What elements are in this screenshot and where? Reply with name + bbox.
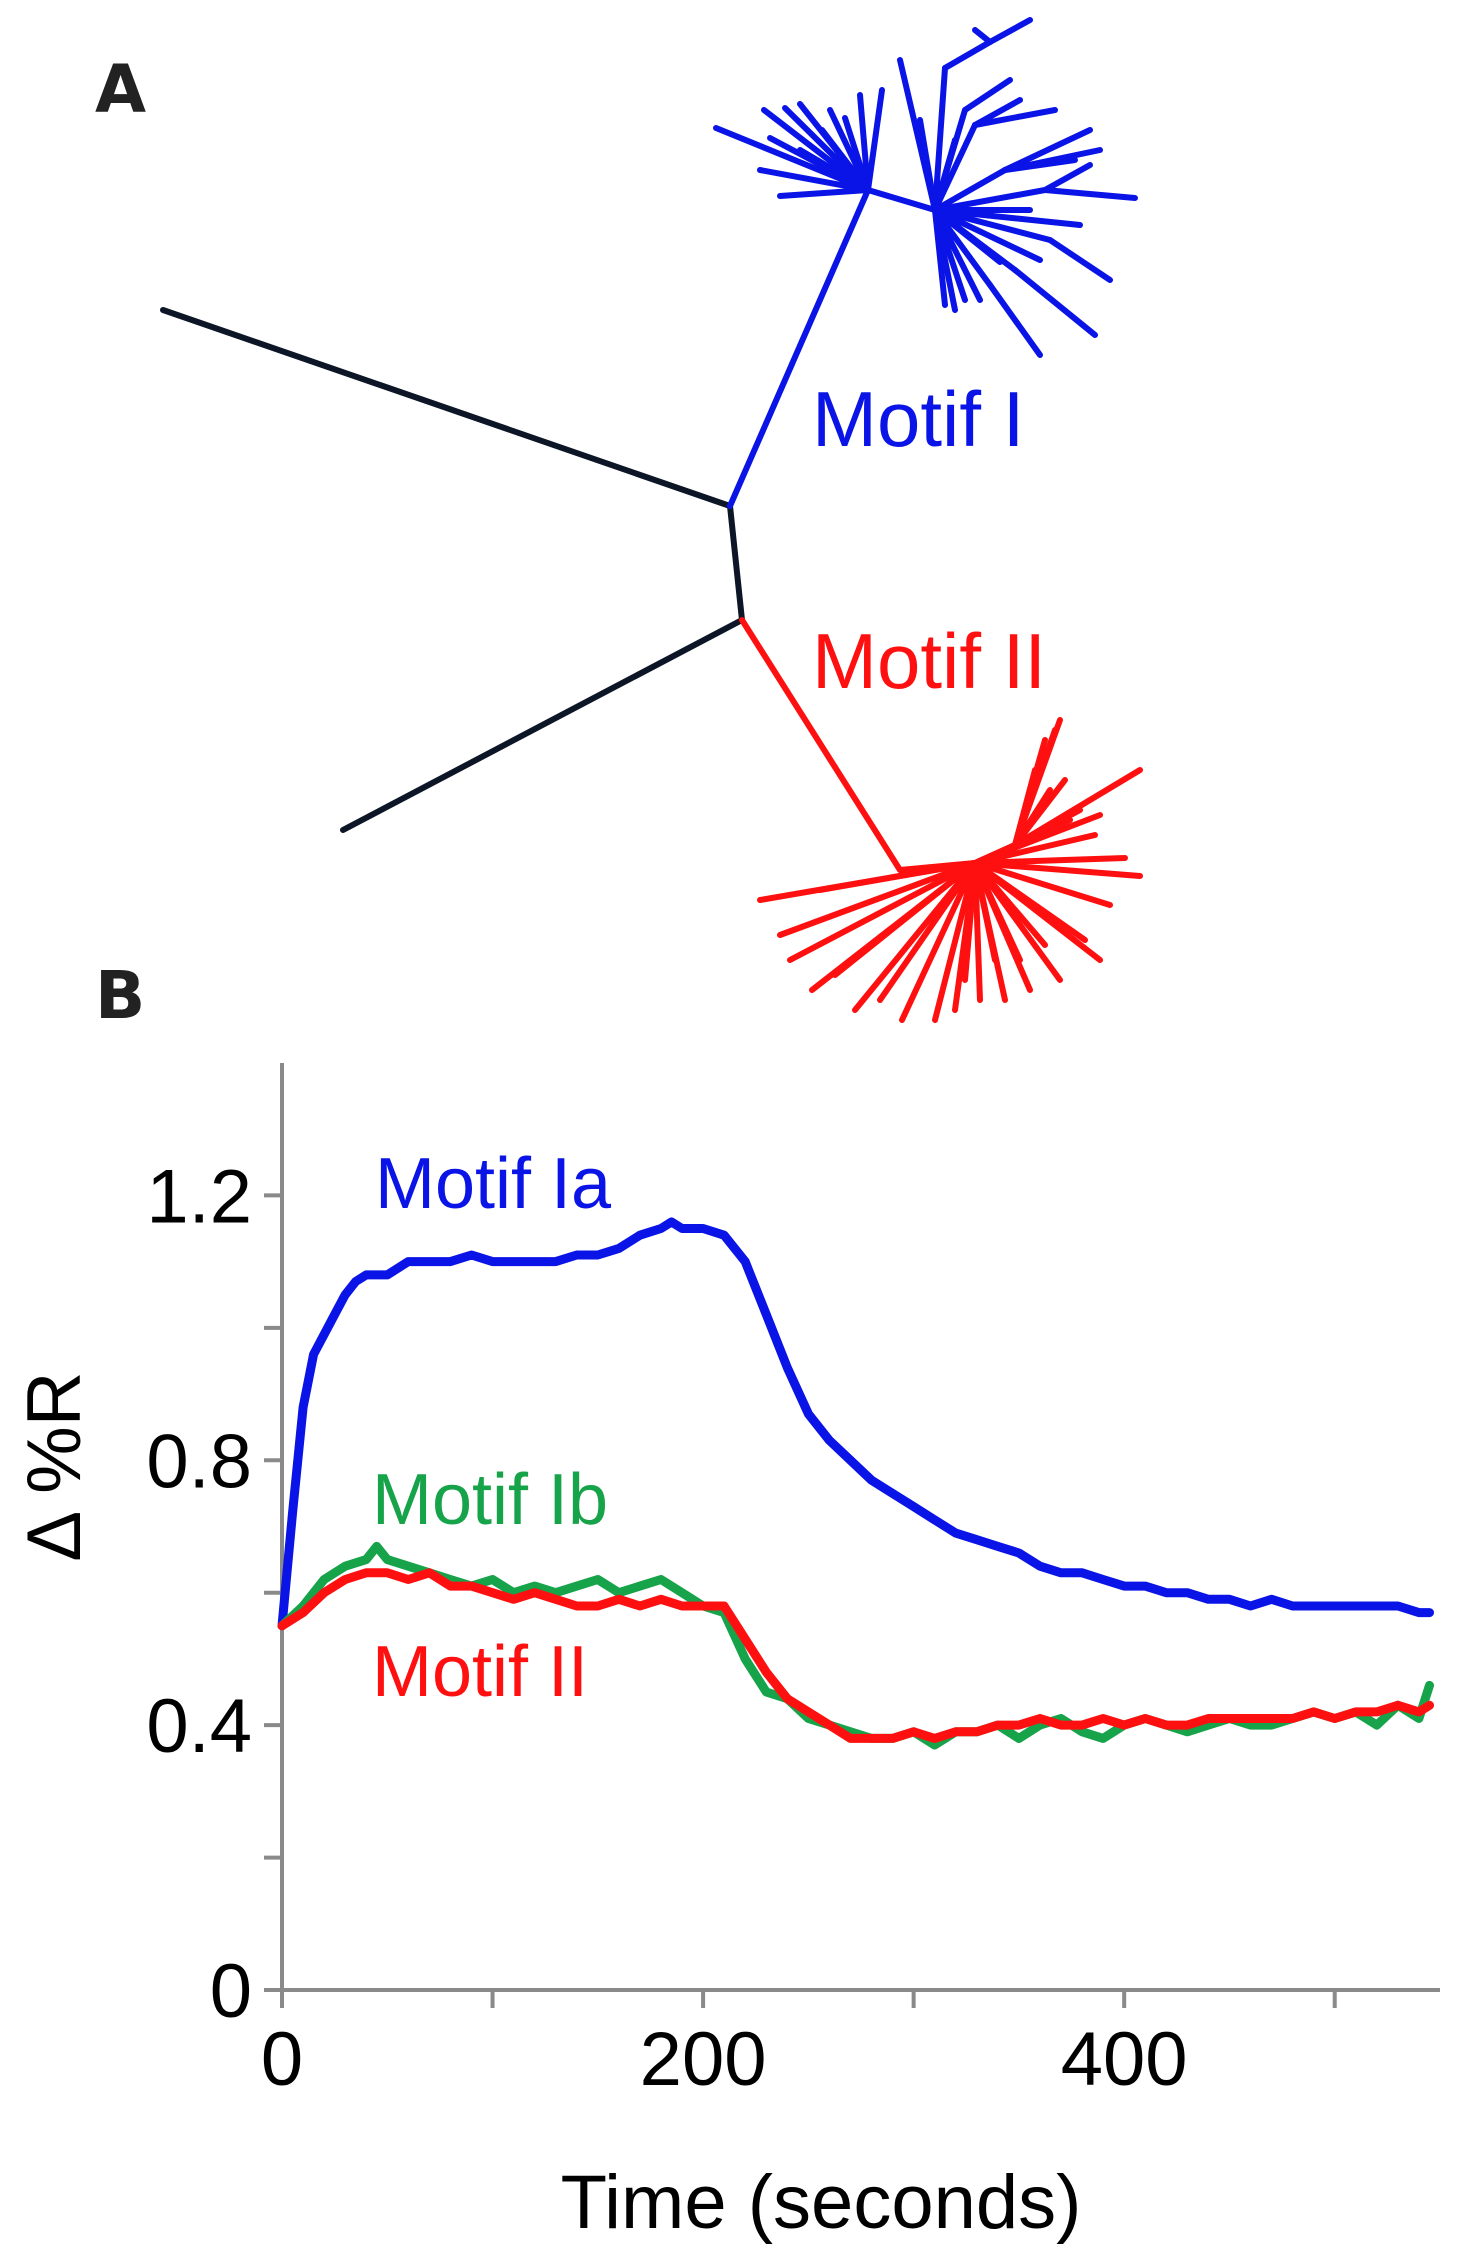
y-axis-title: Δ %R (12, 1371, 97, 1561)
tree-clade-motif-i (713, 17, 1138, 509)
clade-label-motif-ii: Motif II (812, 617, 1046, 705)
phylogenetic-tree (160, 17, 1143, 1023)
clade-label-motif-i: Motif I (812, 375, 1024, 463)
series-label-motif-ia: Motif Ia (375, 1144, 612, 1224)
y-tick-label: 0 (210, 1949, 252, 2034)
x-axis-title: Time (seconds) (561, 2160, 1082, 2245)
y-tick-label: 0.8 (146, 1419, 252, 1504)
chart-axes (280, 1063, 1440, 1992)
tree-trunk (160, 307, 745, 833)
series-label-motif-ii: Motif II (372, 1632, 588, 1712)
chart-series-labels: Motif Ia Motif Ib Motif II (372, 1144, 612, 1712)
panel-a-letter: A (95, 51, 146, 128)
chart-ticks: 0 0.4 0.8 1.2 0 200 400 (146, 1154, 1337, 2102)
y-tick-label: 1.2 (146, 1154, 252, 1239)
series-label-motif-ib: Motif Ib (372, 1460, 608, 1540)
x-tick-label: 0 (261, 2017, 303, 2102)
panel-b-letter: B (95, 957, 145, 1034)
x-tick-label: 200 (640, 2017, 767, 2102)
series-line-motif-ii (277, 1568, 1434, 1743)
chart-series (277, 1217, 1434, 1750)
x-tick-label: 400 (1061, 2017, 1188, 2102)
tree-clade-motif-ii (739, 617, 1143, 1023)
y-tick-label: 0.4 (146, 1684, 252, 1769)
series-line-motif-ia (277, 1217, 1434, 1631)
